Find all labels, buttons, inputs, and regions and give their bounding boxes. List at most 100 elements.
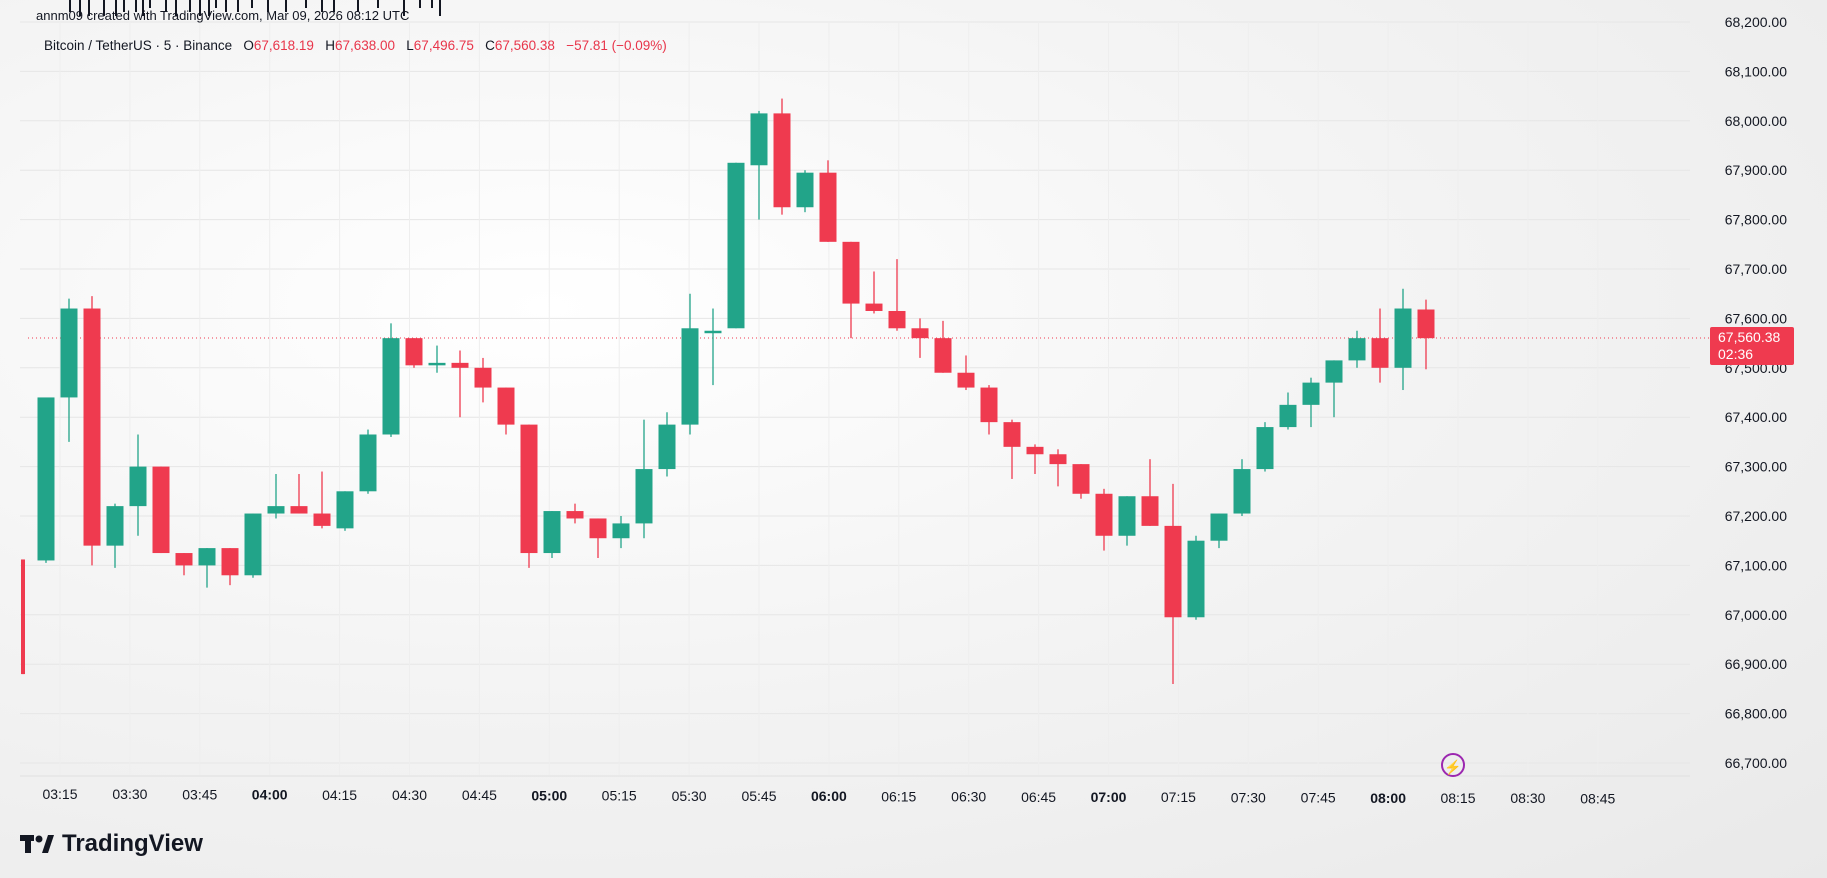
x-tick-label: 07:00: [1091, 789, 1127, 805]
y-tick-label: 67,100.00: [1725, 557, 1787, 573]
x-tick-label: 05:00: [531, 787, 567, 803]
x-tick-label: 07:15: [1161, 789, 1196, 805]
candle-body: [474, 367, 492, 388]
y-tick-label: 67,200.00: [1725, 508, 1787, 524]
x-tick-label: 04:45: [462, 787, 497, 803]
candle-body: [1118, 496, 1136, 536]
candle-body: [658, 424, 676, 470]
candle-body: [957, 372, 975, 388]
candle-body: [911, 328, 929, 339]
x-tick-label: 05:15: [602, 788, 637, 804]
candle-body: [1026, 446, 1044, 455]
y-tick-label: 67,800.00: [1725, 212, 1787, 228]
candle-body: [497, 387, 515, 425]
x-tick-label: 04:15: [322, 787, 357, 803]
candle-body: [1348, 338, 1366, 361]
x-tick-label: 06:30: [951, 789, 986, 805]
candle-body: [543, 511, 561, 554]
candle-body: [60, 308, 78, 398]
candle-body: [1417, 309, 1435, 339]
candle-body: [1049, 454, 1067, 465]
candle-body: [198, 548, 216, 566]
legend-symbol[interactable]: Bitcoin / TetherUS · 5 · Binance: [44, 38, 233, 53]
candle-body: [842, 241, 860, 304]
y-tick-label: 66,700.00: [1725, 755, 1787, 771]
lightning-icon[interactable]: ⚡: [1441, 753, 1465, 777]
candle-body: [359, 434, 377, 492]
brand-name: TradingView: [62, 830, 203, 857]
candle-body: [336, 491, 354, 529]
y-tick-label: 67,000.00: [1725, 607, 1787, 623]
y-tick-label: 67,400.00: [1725, 409, 1787, 425]
tradingview-logo[interactable]: TradingView: [20, 830, 203, 858]
legend-low: 67,496.75: [413, 38, 474, 53]
chart-credit: annm09 created with TradingView.com, Mar…: [36, 8, 410, 23]
y-tick-label: 67,900.00: [1725, 162, 1787, 178]
candle-body: [773, 113, 791, 208]
candle-body: [313, 513, 331, 526]
candle-body: [796, 172, 814, 208]
candle-body: [290, 506, 308, 514]
legend-low-label: L: [406, 38, 414, 53]
y-tick-label: 67,600.00: [1725, 310, 1787, 326]
candle-body: [980, 387, 998, 423]
x-tick-label: 08:00: [1370, 790, 1406, 806]
candle-body: [1233, 469, 1251, 514]
x-tick-label: 07:45: [1301, 790, 1336, 806]
candle-body: [865, 303, 883, 311]
legend-high: 67,638.00: [334, 38, 396, 53]
candle-body: [1279, 404, 1297, 428]
x-tick-label: 04:00: [252, 787, 288, 803]
candle-body: [106, 506, 124, 546]
x-tick-label: 05:45: [741, 788, 776, 804]
candle-body: [704, 330, 722, 334]
x-tick-label: 08:15: [1440, 790, 1475, 806]
y-tick-label: 68,200.00: [1725, 14, 1787, 30]
candle-body: [1072, 464, 1090, 494]
candle-body: [451, 362, 469, 368]
candle-body: [1371, 338, 1389, 368]
x-tick-label: 06:15: [881, 788, 916, 804]
candle-body: [612, 523, 630, 539]
candle-body: [727, 162, 745, 329]
candle-body: [405, 338, 423, 366]
candle-body: [1164, 525, 1182, 618]
candle-body: [175, 553, 193, 566]
y-tick-label: 66,900.00: [1725, 656, 1787, 672]
legend-change: −57.81 (−0.09%): [566, 38, 667, 53]
x-tick-label: 03:30: [112, 786, 147, 802]
candle-body: [37, 397, 55, 561]
symbol-legend: Bitcoin / TetherUS · 5 · Binance O67,618…: [44, 38, 667, 53]
x-tick-label: 05:30: [672, 788, 707, 804]
legend-close: 67,560.38: [494, 38, 555, 53]
y-tick-label: 67,700.00: [1725, 261, 1787, 277]
candle-body: [1187, 540, 1205, 618]
candle-body: [566, 511, 584, 519]
candle-body: [635, 469, 653, 524]
candle-body: [1302, 382, 1320, 405]
legend-open-label: O: [243, 38, 254, 53]
legend-open: 67,618.19: [253, 38, 314, 53]
candle-body: [1256, 427, 1274, 470]
y-tick-label: 68,100.00: [1725, 63, 1787, 79]
candle-body: [934, 338, 952, 373]
candle-body: [1141, 496, 1159, 526]
last-price-label: 67,560.38 02:36: [1710, 327, 1794, 365]
candle-body: [1325, 360, 1343, 383]
candle-body: [520, 424, 538, 554]
candle-body: [221, 548, 239, 576]
tradingview-logo-icon: [20, 835, 54, 853]
x-tick-label: 06:45: [1021, 789, 1056, 805]
x-tick-label: 08:30: [1510, 790, 1545, 806]
candle-body: [129, 466, 147, 507]
x-tick-label: 03:45: [182, 786, 217, 802]
candle-body: [888, 310, 906, 329]
candle-body: [267, 506, 285, 514]
candle-body: [1003, 422, 1021, 447]
candle-body: [21, 559, 25, 675]
candle-body: [382, 338, 400, 435]
bar-countdown: 02:36: [1718, 346, 1754, 362]
y-tick-label: 66,800.00: [1725, 706, 1787, 722]
